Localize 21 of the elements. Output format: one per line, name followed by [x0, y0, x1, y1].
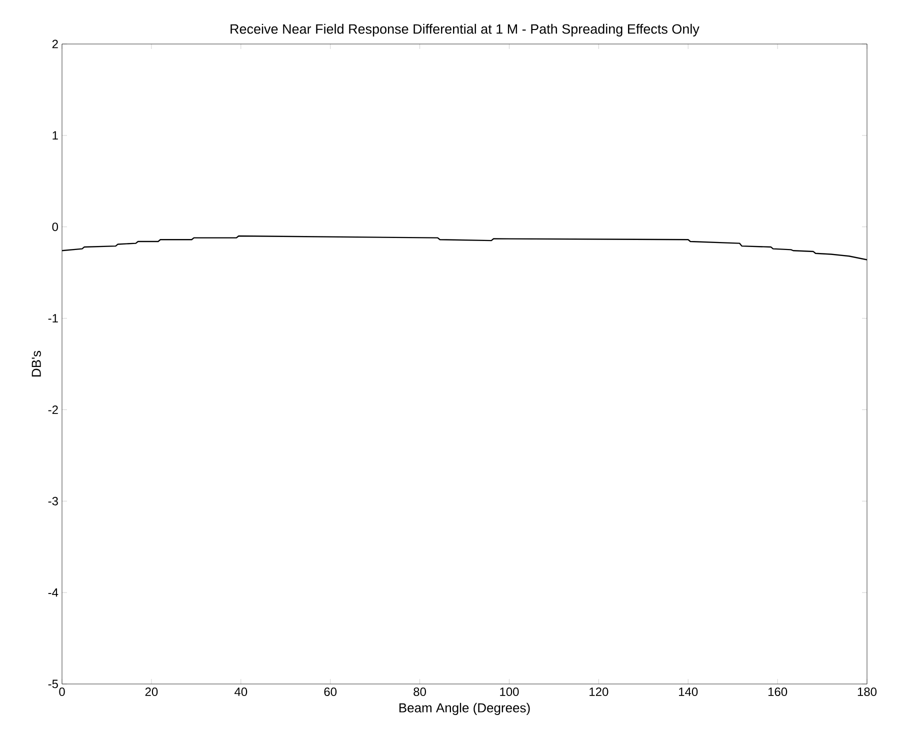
y-axis-title: DB's: [32, 350, 41, 376]
x-tick-label: 160: [768, 688, 788, 696]
x-tick-label: 40: [234, 688, 248, 696]
x-tick-label: 0: [59, 688, 65, 696]
x-axis-title: Beam Angle (Degrees): [399, 702, 530, 715]
x-tick-label: 80: [414, 688, 426, 696]
y-tick-label: -4: [48, 588, 58, 597]
y-tick-label: 2: [52, 40, 58, 48]
x-tick-label: 100: [500, 688, 519, 696]
x-tick-label: 20: [145, 688, 158, 696]
y-tick-label: -3: [48, 496, 58, 506]
y-tick-label: 0: [52, 222, 58, 232]
chart-title: Receive Near Field Response Differential at 1 M - Path Spreading Effects Only: [230, 24, 700, 36]
y-tick-label: -2: [48, 406, 58, 414]
x-tick-label: 180: [858, 688, 877, 696]
x-tick-label: 60: [324, 688, 337, 696]
x-tick-label: 120: [590, 688, 608, 696]
y-tick-label: -5: [48, 680, 58, 688]
y-tick-label: 1: [52, 131, 58, 140]
y-tick-label: -1: [48, 314, 58, 322]
x-tick-label: 140: [679, 688, 698, 696]
